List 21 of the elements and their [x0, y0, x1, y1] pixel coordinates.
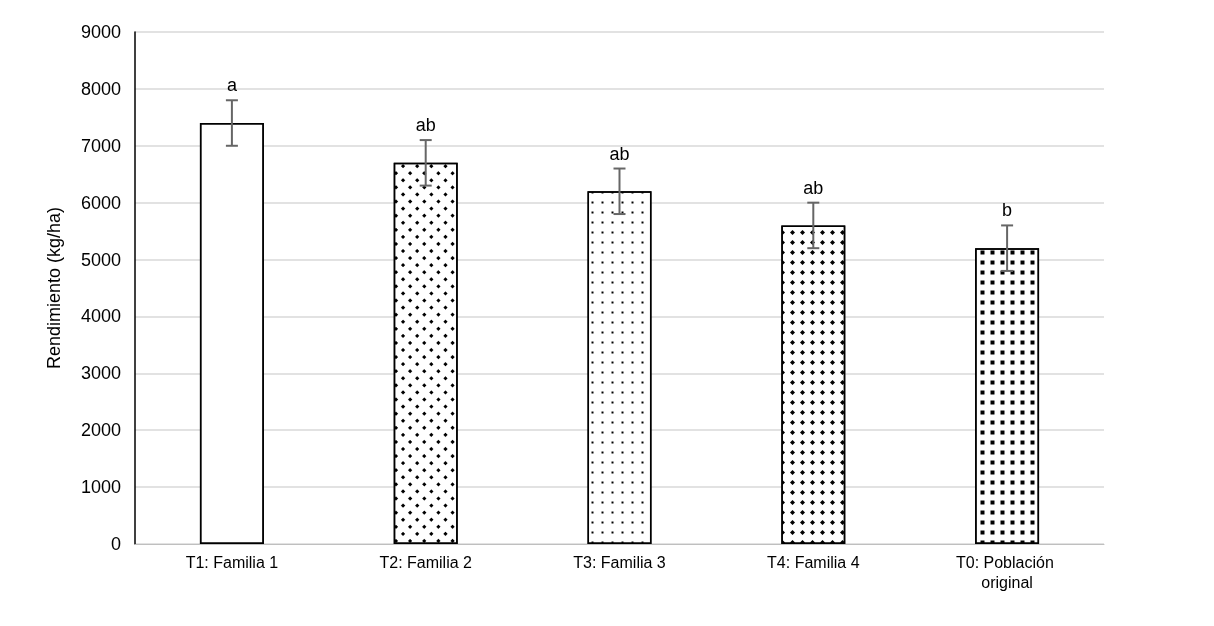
- x-tick-label: T3: Familia 3: [573, 553, 666, 571]
- x-tick-label: T1: Familia 1: [185, 553, 279, 571]
- y-tick-label: 0: [110, 534, 121, 554]
- x-tick-label: T2: Familia 2: [379, 553, 473, 571]
- y-axis-title: Rendimiento (kg/ha): [44, 206, 64, 370]
- y-tick-label: 3000: [80, 363, 121, 384]
- y-tick-label: 6000: [80, 192, 121, 213]
- x-tick-label: T0: Población original: [955, 553, 1059, 591]
- annotation: ab: [415, 115, 436, 136]
- annotation: b: [1002, 200, 1013, 221]
- y-tick-label: 8000: [80, 78, 121, 99]
- y-tick-label: 2000: [80, 420, 121, 441]
- annotation: ab: [803, 177, 824, 198]
- y-tick-label: 1000: [80, 477, 121, 498]
- y-tick-label: 5000: [80, 249, 121, 270]
- y-tick-label: 9000: [80, 22, 121, 42]
- y-tick-label: 7000: [80, 135, 121, 156]
- x-tick-label: T4: Familia 4: [767, 553, 860, 571]
- annotation: a: [226, 75, 238, 96]
- y-tick-label: 4000: [80, 306, 121, 327]
- annotation: ab: [609, 143, 630, 164]
